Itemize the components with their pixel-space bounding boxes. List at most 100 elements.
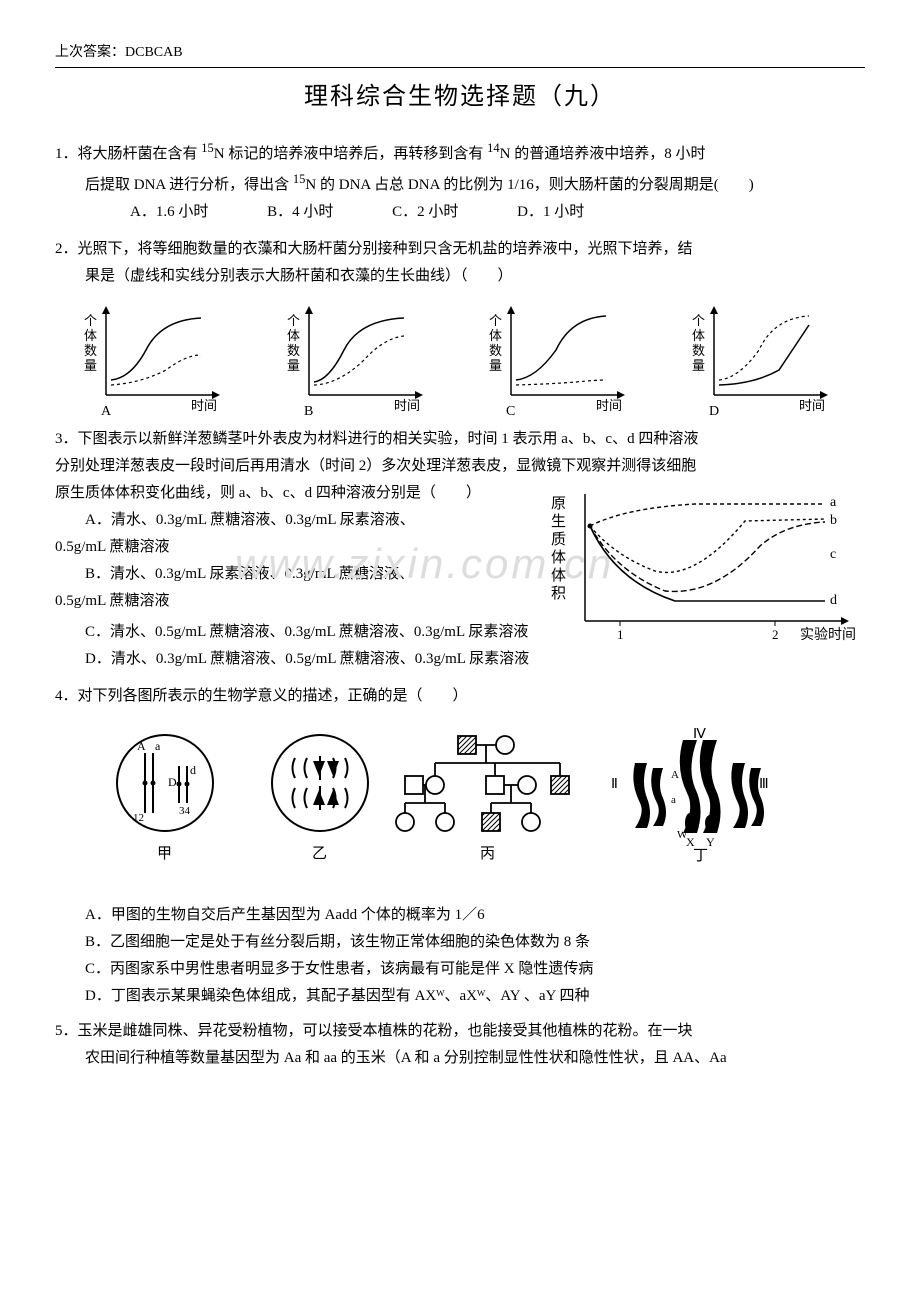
svg-text:b: b <box>830 513 837 528</box>
q3-t1: 下图表示以新鲜洋葱鳞茎叶外表皮为材料进行的相关实验，时间 1 表示用 a、b、c… <box>78 431 699 447</box>
question-2: 2．光照下，将等细胞数量的衣藻和大肠杆菌分别接种到只含无机盐的培养液中，光照下培… <box>55 236 865 290</box>
svg-text:数: 数 <box>287 343 300 358</box>
q4-opt-c: C．丙图家系中男性患者明显多于女性患者，该病最有可能是伴 X 隐性遗传病 <box>85 961 593 977</box>
q2-t2: 果是（虚线和实线分别表示大肠杆菌和衣藻的生长曲线）（ ） <box>85 268 513 284</box>
q4-opt-a: A．甲图的生物自交后产生基因型为 Aadd 个体的概率为 1／6 <box>85 907 485 923</box>
svg-text:时间: 时间 <box>799 398 825 413</box>
svg-text:生: 生 <box>551 513 566 530</box>
q4-t1: 对下列各图所表示的生物学意义的描述，正确的是（ ） <box>78 688 468 704</box>
chart-b: 个体数量 时间 B <box>274 300 444 420</box>
q4-svg: A a D d 12 34 甲 乙 <box>95 728 795 878</box>
svg-text:12: 12 <box>133 812 144 824</box>
svg-text:数: 数 <box>489 343 502 358</box>
svg-text:2: 2 <box>772 627 779 642</box>
xlabel-a: 时间 <box>191 398 217 413</box>
svg-text:1: 1 <box>617 627 624 642</box>
chart-d: 个体数量 时间 D <box>679 300 849 420</box>
svg-text:d: d <box>830 593 837 608</box>
svg-text:A: A <box>137 739 146 753</box>
q1-t1: 将大肠杆菌在含有 <box>78 146 202 162</box>
question-1: 1．将大肠杆菌在含有 15N 标记的培养液中培养后，再转移到含有 14N 的普通… <box>55 137 865 226</box>
svg-text:质: 质 <box>551 531 566 548</box>
svg-text:D: D <box>168 775 177 789</box>
svg-text:Y: Y <box>706 835 715 849</box>
q4-opt-b: B．乙图细胞一定是处于有丝分裂后期，该生物正常体细胞的染色体数为 8 条 <box>85 934 590 950</box>
chart-label-b: B <box>304 404 313 419</box>
q1-opt-c: C．2 小时 <box>392 204 458 220</box>
question-5: 5．玉米是雌雄同株、异花受粉植物，可以接受本植株的花粉，也能接受其他植株的花粉。… <box>55 1018 865 1072</box>
label-bing: 丙 <box>480 846 495 862</box>
svg-text:c: c <box>830 547 836 562</box>
svg-text:时间: 时间 <box>394 398 420 413</box>
svg-text:a: a <box>671 794 676 806</box>
prev-answer: 上次答案：DCBCAB <box>55 40 865 65</box>
q1-t5: N 的 DNA 占总 DNA 的比例为 1/16，则大肠杆菌的分裂周期是( ) <box>305 177 753 193</box>
q4-opt-d: D．丁图表示某果蝇染色体组成，其配子基因型有 AXᵂ、aXᵂ、AY 、aY 四种 <box>85 988 590 1004</box>
svg-text:体: 体 <box>489 328 502 343</box>
q1-t3: N 的普通培养液中培养，8 小时 <box>500 146 706 162</box>
q5-num: 5． <box>55 1023 78 1039</box>
svg-text:量: 量 <box>287 358 300 373</box>
chart-label-c: C <box>506 404 515 419</box>
q3-t2: 分别处理洋葱表皮一段时间后再用清水（时间 2）多次处理洋葱表皮，显微镜下观察并测… <box>55 458 696 474</box>
q1-opt-b: B．4 小时 <box>267 204 333 220</box>
svg-text:积: 积 <box>551 585 566 602</box>
svg-text:Ⅱ: Ⅱ <box>611 777 618 792</box>
svg-text:d: d <box>190 763 196 777</box>
svg-text:实验时间: 实验时间 <box>800 627 856 643</box>
ylabel-char2: 体 <box>84 328 97 343</box>
q3-opt-a1: A．清水、0.3g/mL 蔗糖溶液、0.3g/mL 尿素溶液、 <box>85 512 415 528</box>
q1-t4: 后提取 DNA 进行分析，得出含 <box>85 177 293 193</box>
q3-opt-a2: 0.5g/mL 蔗糖溶液 <box>55 539 169 555</box>
q1-t2: N 标记的培养液中培养后，再转移到含有 <box>214 146 487 162</box>
svg-text:X: X <box>686 835 695 849</box>
chart-a: 个 体 数 量 时间 A <box>71 300 241 420</box>
q1-sup3: 15 <box>293 172 306 186</box>
svg-text:原: 原 <box>551 496 566 512</box>
svg-text:个: 个 <box>692 313 705 328</box>
q1-opt-a: A．1.6 小时 <box>130 204 208 220</box>
q3-opt-c: C．清水、0.5g/mL 蔗糖溶液、0.3g/mL 蔗糖溶液、0.3g/mL 尿… <box>85 624 528 640</box>
svg-text:数: 数 <box>692 343 705 358</box>
question-3: www.zixin.com.cn 3．下图表示以新鲜洋葱鳞茎叶外表皮为材料进行的… <box>55 426 865 673</box>
svg-text:时间: 时间 <box>596 398 622 413</box>
label-yi: 乙 <box>312 846 327 862</box>
svg-text:34: 34 <box>179 805 191 817</box>
page-title: 理科综合生物选择题（九） <box>55 76 865 119</box>
q3-diagram: 原 生 质 体 体 积 a b c d 1 2 实验时间 <box>545 486 875 646</box>
q2-num: 2． <box>55 241 78 257</box>
q1-opt-d: D．1 小时 <box>517 204 584 220</box>
svg-text:Ⅲ: Ⅲ <box>759 777 769 792</box>
q1-sup2: 14 <box>487 141 500 155</box>
q2-t1: 光照下，将等细胞数量的衣藻和大肠杆菌分别接种到只含无机盐的培养液中，光照下培养，… <box>78 241 693 257</box>
svg-text:体: 体 <box>692 328 705 343</box>
svg-text:体: 体 <box>551 549 566 566</box>
q3-t3: 原生质体体积变化曲线，则 a、b、c、d 四种溶液分别是（ ） <box>55 485 481 501</box>
svg-text:个: 个 <box>287 313 300 328</box>
chart-c: 个体数量 时间 C <box>476 300 646 420</box>
svg-text:个: 个 <box>489 313 502 328</box>
q3-opt-d: D．清水、0.3g/mL 蔗糖溶液、0.5g/mL 蔗糖溶液、0.3g/mL 尿… <box>85 651 529 667</box>
q1-num: 1． <box>55 146 78 162</box>
q4-num: 4． <box>55 688 78 704</box>
ylabel-char4: 量 <box>84 358 97 373</box>
q3-opt-b1: B．清水、0.3g/mL 尿素溶液、0.3g/mL 蔗糖溶液、 <box>85 566 414 582</box>
chart-label-a: A <box>101 404 112 419</box>
q5-t2: 农田间行种植等数量基因型为 Aa 和 aa 的玉米（A 和 a 分别控制显性性状… <box>85 1050 727 1066</box>
svg-text:体: 体 <box>551 567 566 584</box>
label-jia: 甲 <box>157 846 172 862</box>
question-4: 4．对下列各图所表示的生物学意义的描述，正确的是（ ） <box>55 683 865 710</box>
chart-label-d: D <box>709 404 719 419</box>
ylabel-char1: 个 <box>84 313 97 328</box>
q1-sup1: 15 <box>201 141 214 155</box>
svg-text:a: a <box>830 495 837 510</box>
svg-text:体: 体 <box>287 328 300 343</box>
svg-text:Ⅳ: Ⅳ <box>693 728 706 742</box>
ylabel-char3: 数 <box>84 343 97 358</box>
q3-opt-b2: 0.5g/mL 蔗糖溶液 <box>55 593 169 609</box>
svg-text:量: 量 <box>489 358 502 373</box>
q1-options: A．1.6 小时 B．4 小时 C．2 小时 D．1 小时 <box>55 199 865 226</box>
svg-text:a: a <box>155 739 161 753</box>
q4-images: A a D d 12 34 甲 乙 <box>55 728 865 888</box>
svg-text:A: A <box>671 769 679 781</box>
